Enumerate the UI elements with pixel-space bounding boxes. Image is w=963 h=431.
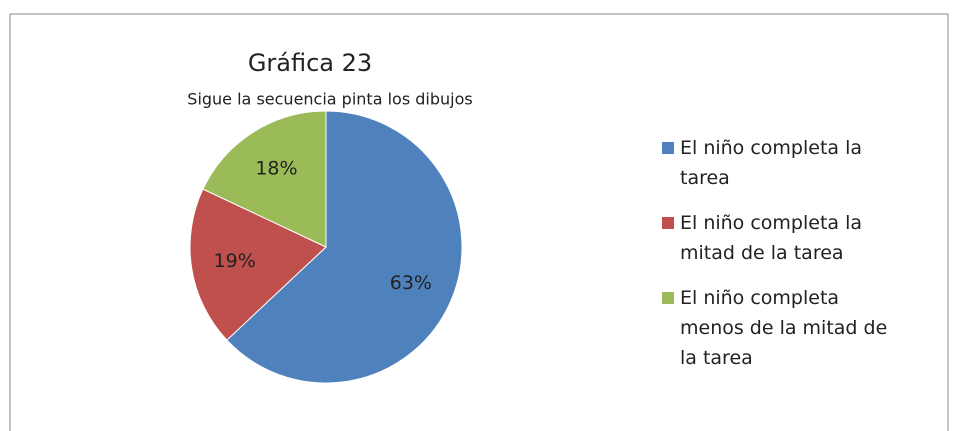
border xyxy=(9,13,949,431)
data-label: 63% xyxy=(390,272,432,294)
legend-swatch xyxy=(662,217,674,229)
legend: El niño completa la tarea El niño complet… xyxy=(662,133,907,388)
legend-item: El niño completa la mitad de la tarea xyxy=(662,208,907,268)
chart-title: Gráfica 23 xyxy=(248,49,372,77)
pie-slice xyxy=(189,188,327,341)
chart-subtitle: Sigue la secuencia pinta los dibujos xyxy=(187,90,472,109)
data-label: 18% xyxy=(255,157,297,179)
legend-label: El niño completa menos de la mitad de la… xyxy=(680,287,888,369)
legend-swatch xyxy=(662,292,674,304)
pie-slice xyxy=(202,110,327,248)
data-label: 19% xyxy=(214,250,256,272)
legend-swatch xyxy=(662,142,674,154)
legend-label: El niño completa la mitad de la tarea xyxy=(680,212,863,264)
legend-label: El niño completa la tarea xyxy=(680,137,863,189)
legend-item: El niño completa menos de la mitad de la… xyxy=(662,283,907,373)
legend-item: El niño completa la tarea xyxy=(662,133,907,193)
pie-slice xyxy=(226,110,463,384)
